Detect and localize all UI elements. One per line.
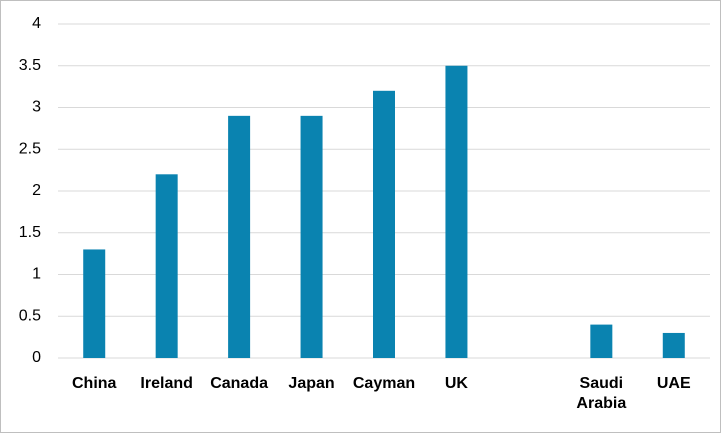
y-tick-label: 0.5 [19, 307, 41, 324]
bar [373, 90, 395, 359]
x-tick-label: Cayman [352, 375, 416, 392]
x-tick-label: Japan [288, 375, 335, 392]
y-tick-label: 1.5 [19, 224, 41, 241]
x-tick-label: Canada [210, 375, 268, 392]
x-tick-label: Ireland [140, 375, 193, 392]
bar [590, 324, 613, 358]
x-tick-label: UK [444, 375, 468, 392]
x-tick-label: Saudi Arabia [576, 375, 627, 412]
bar [155, 174, 178, 358]
bar [228, 115, 251, 358]
y-tick-label: 2.5 [19, 140, 41, 157]
x-tick-label: China [71, 375, 117, 392]
y-tick-label: 3 [32, 99, 41, 116]
bar [445, 65, 468, 358]
bar [83, 249, 106, 358]
y-tick-label: 4 [32, 15, 41, 32]
y-tick-label: 2 [32, 182, 41, 199]
y-tick-label: 1 [32, 266, 41, 283]
y-tick-label: 0 [32, 349, 41, 366]
bar [300, 115, 323, 358]
bar [662, 332, 685, 358]
x-tick-label: UAE [656, 375, 691, 392]
y-tick-label: 3.5 [19, 57, 41, 74]
